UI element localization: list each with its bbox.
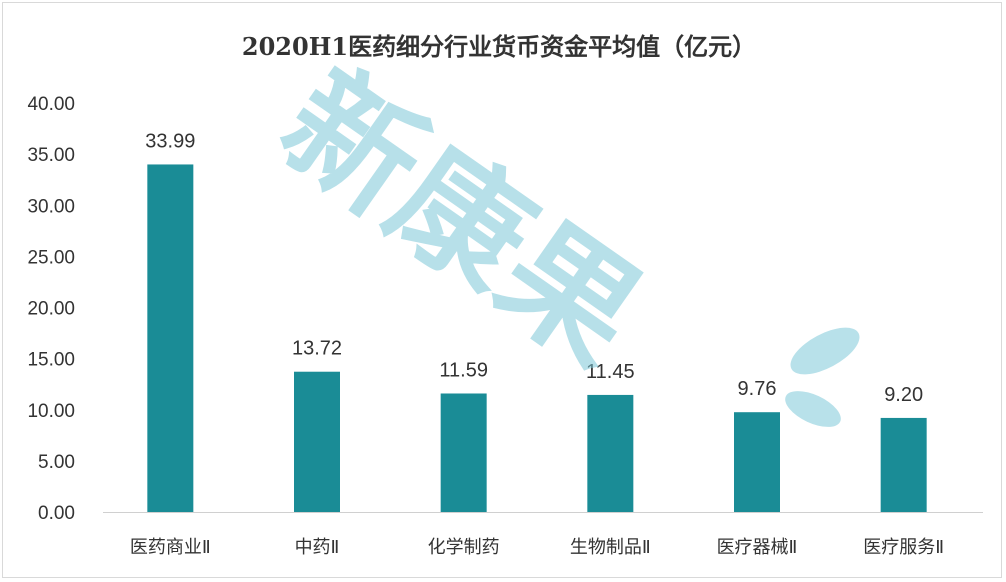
y-axis: 0.00 5.00 10.00 15.00 20.00 25.00 30.00 35.00 40… xyxy=(27,94,75,524)
y-tick-label: 5.00 xyxy=(38,452,75,473)
chart-title: 2020H1医药细分行业货币资金平均值（亿元） xyxy=(242,32,756,61)
y-tick-label: 35.00 xyxy=(27,145,75,166)
bars xyxy=(147,164,927,512)
data-label: 33.99 xyxy=(145,130,195,152)
x-category-label: 化学制药 xyxy=(428,537,500,558)
bar xyxy=(587,394,634,512)
bar xyxy=(147,164,194,512)
data-label: 13.72 xyxy=(292,338,342,360)
y-tick-label: 15.00 xyxy=(27,350,75,371)
watermark-leaf-icon xyxy=(790,327,860,375)
y-tick-label: 30.00 xyxy=(27,196,75,217)
data-label: 11.59 xyxy=(439,359,488,381)
data-label: 9.76 xyxy=(738,378,777,400)
data-label: 9.20 xyxy=(884,384,923,406)
y-tick-label: 0.00 xyxy=(38,503,75,524)
data-labels: 33.99 13.72 11.59 11.45 9.76 9.20 xyxy=(145,130,923,405)
category-labels: 医药商业Ⅱ 中药Ⅱ 化学制药 生物制品Ⅱ 医疗器械Ⅱ 医疗服务Ⅱ xyxy=(130,537,944,558)
bar xyxy=(440,393,487,512)
y-tick-label: 10.00 xyxy=(27,401,75,422)
y-tick-label: 20.00 xyxy=(27,299,75,320)
y-tick-label: 25.00 xyxy=(27,247,75,268)
y-tick-label: 40.00 xyxy=(27,94,75,115)
watermark-leaf-icon xyxy=(785,391,841,427)
x-category-label: 医疗服务Ⅱ xyxy=(863,537,944,558)
watermark: 新康果 xyxy=(255,43,860,427)
bar xyxy=(734,412,780,512)
bar xyxy=(880,417,927,512)
x-category-label: 医药商业Ⅱ xyxy=(130,537,211,558)
data-label: 11.45 xyxy=(586,361,635,383)
bar xyxy=(294,371,340,512)
x-category-label: 中药Ⅱ xyxy=(295,537,340,558)
x-category-label: 生物制品Ⅱ xyxy=(570,537,651,558)
x-category-label: 医疗器械Ⅱ xyxy=(717,537,798,558)
bar-chart: 2020H1医药细分行业货币资金平均值（亿元） 0.00 5.00 10.00 15.… xyxy=(27,32,983,558)
